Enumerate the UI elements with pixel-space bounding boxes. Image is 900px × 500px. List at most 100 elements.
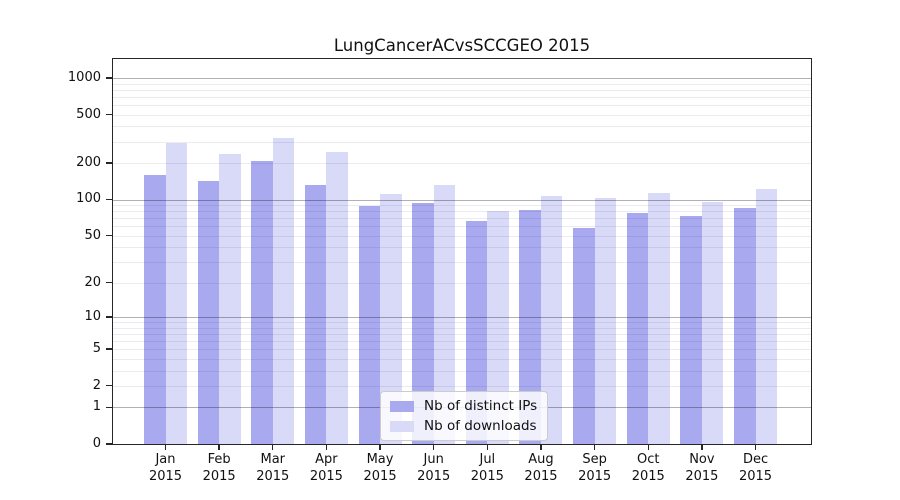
x-tick-label-nov-2015: Nov 2015 — [685, 452, 719, 484]
gridline-minor — [113, 163, 811, 164]
x-tick-mark — [379, 444, 381, 450]
x-tick-mark — [486, 444, 489, 450]
x-tick-mark — [433, 444, 435, 450]
bar-downloads-jul-2015 — [487, 211, 509, 444]
x-tick-label-jun-2015: Jun 2015 — [417, 452, 451, 484]
x-tick-mark — [540, 444, 542, 450]
legend-item-downloads: Nb of downloads — [390, 418, 537, 434]
x-tick-label-jan-2015: Jan 2015 — [148, 452, 183, 484]
y-tick-label-1: 1 — [92, 399, 101, 415]
x-tick-label-aug-2015: Aug 2015 — [524, 452, 558, 484]
bar-distinct-ips-may-2015 — [358, 206, 381, 444]
x-tick-mark — [164, 444, 167, 450]
legend-swatch — [390, 400, 414, 412]
gridline-minor — [113, 105, 811, 106]
gridline-major — [113, 199, 811, 201]
bar-distinct-ips-jan-2015 — [144, 175, 166, 444]
bar-downloads-aug-2015 — [540, 196, 563, 444]
y-tick-mark — [106, 443, 112, 445]
gridline-minor — [113, 327, 811, 329]
y-tick-mark — [106, 316, 112, 318]
bar-distinct-ips-dec-2015 — [734, 208, 756, 444]
bar-downloads-sep-2015 — [594, 197, 617, 444]
x-tick-mark — [701, 444, 703, 450]
x-tick-label-apr-2015: Apr 2015 — [309, 452, 343, 484]
x-tick-mark — [593, 444, 596, 450]
gridline-minor — [113, 89, 811, 91]
x-tick-label-dec-2015: Dec 2015 — [738, 452, 773, 484]
x-tick-label-mar-2015: Mar 2015 — [256, 452, 290, 484]
bar-downloads-jun-2015 — [433, 184, 456, 444]
x-tick-mark — [272, 444, 274, 450]
bar-distinct-ips-aug-2015 — [519, 209, 541, 444]
x-tick-mark — [218, 444, 220, 450]
y-tick-mark — [106, 234, 112, 237]
gridline-minor — [113, 83, 811, 85]
gridline-minor — [113, 114, 811, 116]
gridline-minor — [113, 205, 811, 206]
y-tick-mark — [106, 281, 112, 284]
gridline-minor — [113, 340, 811, 342]
x-tick-mark — [647, 444, 649, 450]
y-tick-mark — [106, 162, 112, 164]
y-tick-label-500: 500 — [76, 106, 101, 122]
y-tick-label-20: 20 — [84, 274, 101, 290]
y-tick-label-5: 5 — [92, 341, 101, 357]
gridline-minor — [113, 349, 811, 351]
x-tick-label-oct-2015: Oct 2015 — [631, 452, 665, 484]
y-tick-label-10: 10 — [84, 308, 101, 324]
gridline-minor — [113, 333, 811, 335]
legend: Nb of distinct IPs Nb of downloads — [380, 391, 549, 441]
y-tick-label-1000: 1000 — [67, 69, 101, 85]
chart-title: LungCancerACvsSCCGEO 2015 — [333, 36, 591, 55]
x-tick-mark — [754, 444, 757, 450]
gridline-minor — [113, 262, 811, 264]
y-tick-label-2: 2 — [92, 377, 101, 393]
gridline-minor — [113, 370, 811, 372]
x-tick-label-jul-2015: Jul 2015 — [470, 452, 504, 484]
y-tick-label-0: 0 — [92, 436, 101, 451]
gridline-minor — [113, 385, 811, 387]
bar-downloads-oct-2015 — [648, 192, 670, 444]
bar-downloads-mar-2015 — [272, 137, 295, 444]
legend-label: Nb of distinct IPs — [424, 398, 538, 414]
legend-swatch — [390, 420, 414, 432]
grid-layer — [113, 59, 811, 444]
gridline-minor — [113, 211, 811, 213]
bar-distinct-ips-nov-2015 — [680, 215, 702, 444]
y-tick-label-200: 200 — [76, 155, 101, 170]
bar-distinct-ips-feb-2015 — [197, 181, 220, 444]
x-tick-label-may-2015: May 2015 — [363, 452, 397, 484]
y-tick-mark — [106, 385, 112, 387]
y-tick-label-50: 50 — [84, 227, 101, 243]
x-tick-label-feb-2015: Feb 2015 — [202, 452, 236, 484]
y-tick-label-100: 100 — [76, 191, 101, 207]
gridline-minor — [113, 218, 811, 220]
legend-item-distinct-ips: Nb of distinct IPs — [390, 398, 537, 414]
gridline-minor — [113, 96, 811, 98]
bar-distinct-ips-jul-2015 — [465, 221, 488, 444]
y-tick-mark — [106, 348, 112, 350]
bar-distinct-ips-sep-2015 — [573, 227, 595, 444]
gridline-minor — [113, 126, 811, 128]
gridline-major — [113, 317, 811, 318]
gridline-minor — [113, 226, 811, 228]
bar-distinct-ips-apr-2015 — [304, 185, 327, 444]
bar-distinct-ips-mar-2015 — [251, 161, 273, 444]
gridline-minor — [113, 141, 811, 143]
x-tick-mark — [325, 444, 328, 450]
y-tick-mark — [106, 113, 112, 116]
gridline-minor — [113, 235, 811, 237]
bar-downloads-dec-2015 — [755, 189, 778, 444]
gridline-minor — [113, 247, 811, 249]
gridline-minor — [113, 322, 811, 323]
x-tick-label-sep-2015: Sep 2015 — [578, 452, 612, 484]
legend-label: Nb of downloads — [424, 418, 537, 434]
gridline-minor — [113, 282, 811, 284]
gridline-major — [113, 77, 811, 79]
plot-area — [112, 58, 812, 445]
gridline-minor — [113, 358, 811, 360]
y-tick-mark — [106, 77, 112, 79]
y-tick-mark — [106, 406, 112, 408]
